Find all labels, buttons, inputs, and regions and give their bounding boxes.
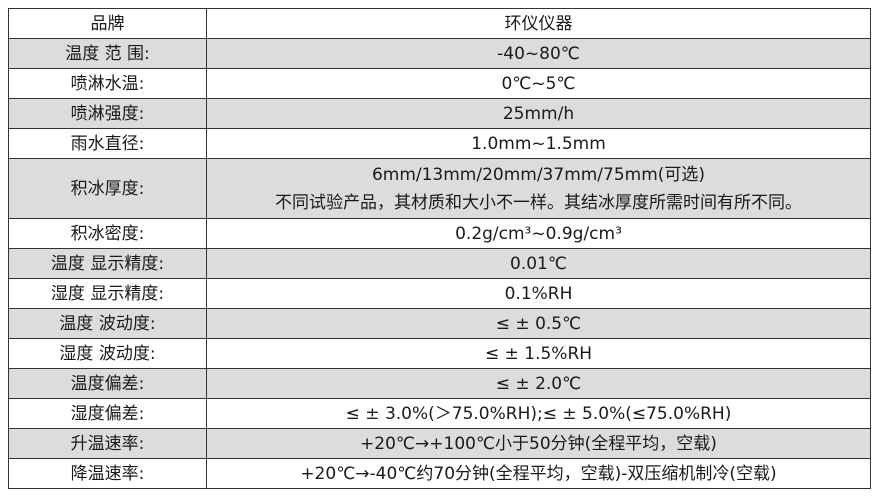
table-row: 温度偏差: ≤ ± 2.0℃: [8, 368, 871, 399]
spec-value: 6mm/13mm/20mm/37mm/75mm(可选) 不同试验产品，其材质和大小…: [206, 158, 871, 219]
spec-value-note: 不同试验产品，其材质和大小不一样。其结冰厚度所需时间有所不同。: [275, 192, 802, 213]
spec-value: ≤ ± 1.5%RH: [206, 338, 871, 369]
spec-label: 温度 显示精度:: [8, 248, 207, 279]
table-row: 喷淋水温: 0℃~5℃: [8, 68, 871, 99]
brand-label: 品牌: [8, 8, 207, 39]
brand-value: 环仪仪器: [206, 8, 871, 39]
table-row: 积冰厚度: 6mm/13mm/20mm/37mm/75mm(可选) 不同试验产品，其…: [8, 158, 871, 219]
spec-value: 0.2g/cm³~0.9g/cm³: [206, 218, 871, 249]
spec-label: 湿度 波动度:: [8, 338, 207, 369]
spec-value: -40~80℃: [206, 38, 871, 69]
spec-value: 0℃~5℃: [206, 68, 871, 99]
spec-value: +20℃→+100℃小于50分钟(全程平均，空载): [206, 428, 871, 459]
table-row: 温度 波动度: ≤ ± 0.5℃: [8, 308, 871, 339]
table-row: 积冰密度: 0.2g/cm³~0.9g/cm³: [8, 218, 871, 249]
spec-label: 积冰厚度:: [8, 158, 207, 219]
table-header-row: 品牌 环仪仪器: [8, 8, 871, 39]
table-row: 降温速率: +20℃→-40℃约70分钟(全程平均，空载)-双压缩机制冷(空载): [8, 458, 871, 489]
spec-label: 降温速率:: [8, 458, 207, 489]
spec-label: 温度偏差:: [8, 368, 207, 399]
spec-label: 温度 范 围:: [8, 38, 207, 69]
spec-value: ≤ ± 3.0%(＞75.0%RH);≤ ± 5.0%(≤75.0%RH): [206, 398, 871, 429]
spec-label: 雨水直径:: [8, 128, 207, 159]
table-row: 升温速率: +20℃→+100℃小于50分钟(全程平均，空载): [8, 428, 871, 459]
spec-value: 25mm/h: [206, 98, 871, 129]
spec-value: ≤ ± 0.5℃: [206, 308, 871, 339]
table-row: 温度 范 围: -40~80℃: [8, 38, 871, 69]
spec-label: 湿度 显示精度:: [8, 278, 207, 309]
table-row: 温度 显示精度: 0.01℃: [8, 248, 871, 279]
table-row: 湿度 波动度: ≤ ± 1.5%RH: [8, 338, 871, 369]
table-row: 喷淋强度: 25mm/h: [8, 98, 871, 129]
spec-label: 积冰密度:: [8, 218, 207, 249]
spec-value: 0.1%RH: [206, 278, 871, 309]
spec-value: 1.0mm~1.5mm: [206, 128, 871, 159]
spec-label: 湿度偏差:: [8, 398, 207, 429]
spec-label: 喷淋强度:: [8, 98, 207, 129]
table-row: 湿度偏差: ≤ ± 3.0%(＞75.0%RH);≤ ± 5.0%(≤75.0%R…: [8, 398, 871, 429]
spec-value-main: 6mm/13mm/20mm/37mm/75mm(可选): [371, 164, 706, 185]
table-row: 湿度 显示精度: 0.1%RH: [8, 278, 871, 309]
spec-label: 喷淋水温:: [8, 68, 207, 99]
spec-value: 0.01℃: [206, 248, 871, 279]
spec-value: ≤ ± 2.0℃: [206, 368, 871, 399]
table-row: 雨水直径: 1.0mm~1.5mm: [8, 128, 871, 159]
spec-label: 温度 波动度:: [8, 308, 207, 339]
spec-table: 品牌 环仪仪器 温度 范 围: -40~80℃ 喷淋水温: 0℃~5℃ 喷淋强度: 25m…: [8, 8, 871, 489]
spec-value: +20℃→-40℃约70分钟(全程平均，空载)-双压缩机制冷(空载): [206, 458, 871, 489]
spec-label: 升温速率:: [8, 428, 207, 459]
